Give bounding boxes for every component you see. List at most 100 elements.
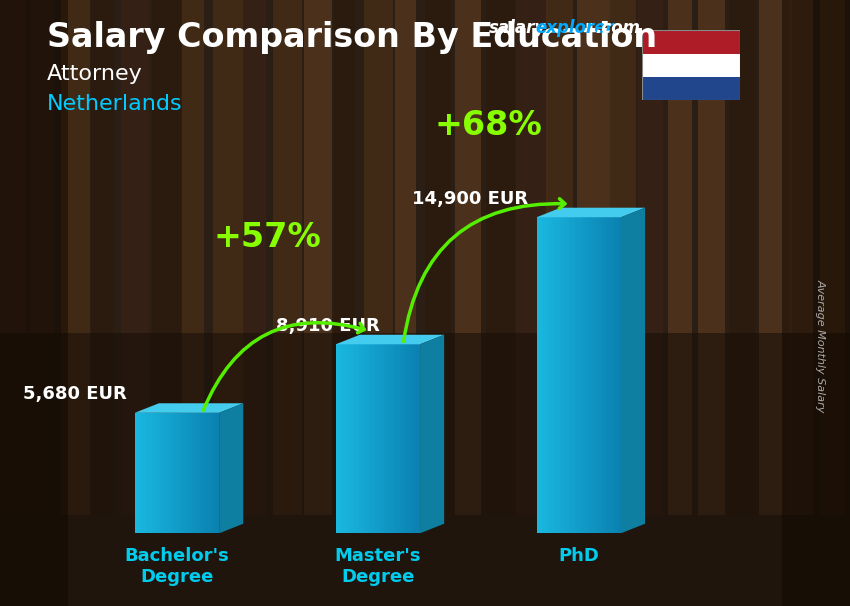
Bar	[162, 413, 164, 533]
Bar	[560, 217, 562, 533]
Bar	[361, 344, 363, 533]
Bar	[728, 0, 756, 515]
Bar	[587, 217, 589, 533]
Bar	[607, 0, 636, 515]
Bar	[401, 344, 403, 533]
Bar	[570, 217, 572, 533]
Text: Netherlands: Netherlands	[47, 94, 183, 114]
Bar	[536, 217, 539, 533]
Bar	[388, 344, 390, 533]
Bar	[598, 217, 600, 533]
Bar	[181, 413, 184, 533]
Bar	[581, 217, 583, 533]
Bar	[354, 344, 357, 533]
Bar	[541, 217, 543, 533]
Polygon shape	[135, 403, 243, 413]
Bar	[617, 217, 619, 533]
Bar	[344, 344, 346, 533]
Bar	[367, 344, 370, 533]
Bar	[346, 344, 348, 533]
Text: Average Monthly Salary: Average Monthly Salary	[815, 279, 825, 412]
Bar	[414, 344, 416, 533]
Bar	[609, 217, 610, 533]
Text: +57%: +57%	[213, 221, 321, 254]
Text: 8,910 EUR: 8,910 EUR	[275, 317, 379, 335]
Bar	[337, 344, 340, 533]
Bar	[141, 413, 143, 533]
Bar	[60, 0, 89, 515]
Bar	[638, 0, 663, 515]
Bar	[376, 344, 378, 533]
Bar	[410, 344, 411, 533]
Bar	[196, 413, 198, 533]
Polygon shape	[336, 335, 445, 344]
Bar	[579, 217, 581, 533]
Bar	[366, 344, 367, 533]
Text: 5,680 EUR: 5,680 EUR	[23, 385, 127, 403]
Text: +68%: +68%	[434, 109, 542, 142]
Bar	[642, 77, 740, 100]
Bar	[334, 0, 355, 515]
Bar	[790, 0, 813, 515]
Bar	[456, 0, 481, 515]
Bar	[610, 217, 613, 533]
Bar	[243, 0, 266, 515]
Bar	[139, 413, 141, 533]
Bar	[394, 0, 416, 515]
Bar	[543, 217, 545, 533]
Polygon shape	[621, 208, 645, 533]
Bar	[211, 413, 212, 533]
Bar	[31, 0, 54, 515]
Bar	[175, 413, 177, 533]
Bar	[393, 344, 394, 533]
Bar	[179, 413, 181, 533]
Bar	[516, 0, 548, 515]
Bar	[185, 413, 188, 533]
Bar	[782, 0, 850, 606]
Bar	[370, 344, 371, 533]
Bar	[194, 413, 196, 533]
Bar	[273, 0, 303, 515]
Bar	[539, 217, 541, 533]
Text: explorer: explorer	[536, 19, 615, 38]
Polygon shape	[420, 335, 445, 533]
Bar	[365, 0, 394, 515]
Bar	[576, 217, 579, 533]
Bar	[0, 0, 68, 606]
Bar	[604, 217, 606, 533]
Bar	[698, 0, 725, 515]
Bar	[154, 413, 156, 533]
Bar	[819, 0, 845, 515]
Bar	[613, 217, 615, 533]
Bar	[200, 413, 202, 533]
Bar	[399, 344, 401, 533]
Bar	[378, 344, 380, 533]
Bar	[407, 344, 410, 533]
Bar	[164, 413, 167, 533]
Bar	[386, 344, 388, 533]
Bar	[600, 217, 602, 533]
Bar	[190, 413, 192, 533]
Bar	[572, 217, 575, 533]
Bar	[0, 333, 850, 606]
Bar	[188, 413, 190, 533]
Bar	[182, 0, 204, 515]
Bar	[390, 344, 393, 533]
Bar	[384, 344, 386, 533]
Bar	[547, 0, 574, 515]
Bar	[545, 217, 547, 533]
Text: 14,900 EUR: 14,900 EUR	[412, 190, 529, 208]
Bar	[135, 413, 137, 533]
Bar	[547, 217, 549, 533]
Bar	[202, 413, 204, 533]
Bar	[168, 413, 171, 533]
Bar	[425, 0, 450, 515]
Bar	[589, 217, 592, 533]
Bar	[353, 344, 354, 533]
Polygon shape	[219, 403, 243, 533]
Bar	[397, 344, 399, 533]
Bar	[380, 344, 382, 533]
Bar	[566, 217, 568, 533]
Bar	[357, 344, 359, 533]
Bar	[177, 413, 179, 533]
